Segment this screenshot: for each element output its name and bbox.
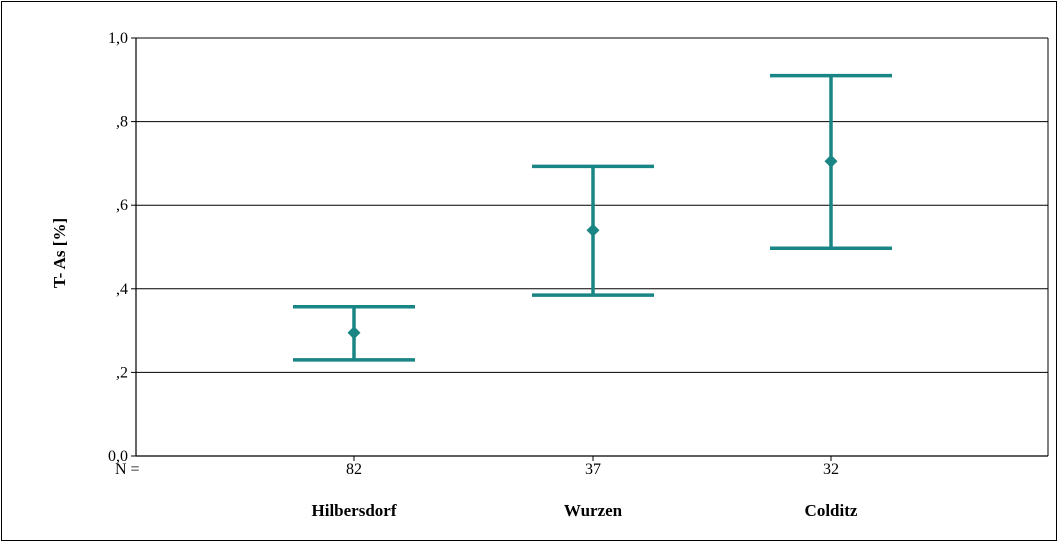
n-label-1: 37 <box>585 461 601 478</box>
category-label-1: Wurzen <box>564 501 623 520</box>
category-labels: 82 Hilbersdorf 37 Wurzen 32 Colditz <box>312 461 858 520</box>
y-tick-label-5: 1,0 <box>108 30 128 47</box>
y-tick-label-4: ,8 <box>116 114 128 131</box>
y-tick-label-3: ,6 <box>116 197 128 214</box>
mean-marker-1 <box>586 223 600 237</box>
mean-marker-0 <box>347 326 361 340</box>
y-tick-label-1: ,2 <box>116 364 128 381</box>
y-tick-label-2: ,4 <box>116 281 128 298</box>
category-label-2: Colditz <box>805 501 858 520</box>
axes <box>135 38 1049 461</box>
n-prefix-label: N = <box>115 461 140 478</box>
mean-marker-2 <box>824 154 838 168</box>
error-bars <box>293 73 892 362</box>
y-ticks: 0,0 ,2 ,4 ,6 ,8 1,0 <box>108 30 136 465</box>
n-label-2: 32 <box>823 461 839 478</box>
n-label-0: 82 <box>346 461 362 478</box>
y-tick-label-0: 0,0 <box>108 448 128 465</box>
y-axis-label: T- As [%] <box>50 218 69 288</box>
category-label-0: Hilbersdorf <box>312 501 397 520</box>
